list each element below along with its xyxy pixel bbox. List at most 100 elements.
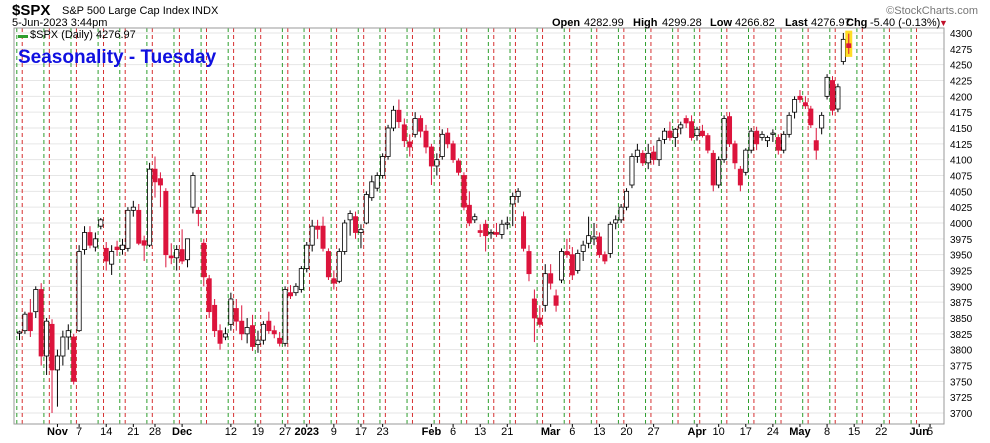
candle-up: [92, 238, 98, 248]
candle-up: [363, 194, 369, 224]
candle-down: [461, 175, 467, 208]
candle-down: [141, 240, 147, 246]
x-tick-label: Apr: [688, 426, 708, 438]
candle-down: [526, 251, 532, 275]
x-tick-label: 8: [824, 426, 830, 438]
candle-up: [304, 244, 310, 270]
y-tick-label: 4025: [950, 203, 973, 214]
quote-chg-value: -5.40 (-0.13%): [870, 17, 940, 29]
candle-down: [114, 246, 120, 250]
quote-open-value: 4282.99: [584, 17, 624, 29]
candle-down: [808, 108, 814, 126]
quote-last-label: Last: [785, 17, 808, 29]
candle-up: [743, 149, 749, 173]
candle-up: [412, 118, 418, 135]
candle-down: [277, 337, 283, 344]
candle-down: [689, 121, 695, 138]
candle-up: [44, 320, 50, 357]
legend-marker: ▬: [18, 30, 28, 41]
candle-down: [353, 216, 359, 233]
candle-down: [699, 130, 705, 137]
y-tick-label: 3925: [950, 267, 973, 278]
candle-up: [82, 232, 88, 251]
candle-down: [152, 168, 158, 183]
y-tick-label: 3975: [950, 235, 973, 246]
candle-up: [840, 38, 846, 62]
candle-down: [407, 141, 413, 148]
candle-down: [569, 254, 575, 276]
candle-down: [537, 317, 543, 325]
candle-down: [201, 242, 207, 278]
candle-up: [125, 209, 131, 249]
candle-up: [33, 289, 39, 313]
candle-up: [309, 225, 315, 246]
quote-high-label: High: [633, 17, 658, 29]
plot-frame: [13, 27, 945, 425]
candle-down: [71, 336, 77, 382]
y-tick-label: 4175: [950, 108, 973, 119]
candle-down: [802, 102, 808, 107]
candle-up: [174, 249, 180, 259]
x-tick-label: May: [789, 426, 811, 438]
quote-chg-label: Chg: [846, 17, 867, 29]
candle-up: [835, 86, 841, 110]
candle-up: [54, 355, 60, 371]
x-tick-label: Mar: [541, 426, 561, 438]
y-tick-label: 3900: [950, 282, 973, 293]
x-tick-label: 6: [450, 426, 456, 438]
x-tick-label: 2023: [295, 426, 319, 438]
candle-up: [613, 219, 619, 224]
candle-up: [781, 133, 787, 151]
y-tick-label: 3825: [950, 330, 973, 341]
candle-down: [813, 140, 819, 151]
candle-down: [195, 209, 201, 214]
candle-down: [483, 223, 489, 237]
y-axis-labels: 3700 3725 3750 3775 3800 3825 3850 3875 3900 3925…: [950, 29, 973, 420]
candle-up: [222, 333, 228, 338]
candle-up: [764, 137, 770, 142]
candle-down: [428, 146, 434, 167]
candle-up: [792, 99, 798, 113]
candle-down: [212, 304, 218, 332]
candle-up: [819, 114, 825, 129]
y-tick-label: 4050: [950, 187, 973, 198]
y-tick-label: 4075: [950, 172, 973, 183]
candle-down: [239, 320, 245, 335]
candle-up: [228, 298, 234, 325]
candle-down: [521, 216, 527, 249]
candle-down: [157, 178, 163, 186]
candle-up: [716, 159, 722, 186]
candle-up: [586, 235, 592, 244]
candle-up: [369, 181, 375, 199]
x-tick-label: 27: [648, 426, 660, 438]
x-tick-label: 27: [279, 426, 291, 438]
candle-up: [390, 109, 396, 129]
x-tick-label: 15: [848, 426, 860, 438]
candle-down: [250, 325, 256, 347]
candle-up: [298, 268, 304, 290]
candle-down: [754, 130, 760, 145]
x-tick-label: 14: [100, 426, 112, 438]
candle-down: [651, 151, 657, 161]
y-tick-label: 4150: [950, 124, 973, 135]
candle-up: [629, 156, 635, 186]
candle-down: [168, 255, 174, 259]
candle-up: [434, 159, 440, 167]
candle-down: [553, 295, 559, 306]
candle-up: [748, 130, 754, 151]
candle-down: [179, 249, 185, 262]
x-tick-label: 10: [713, 426, 725, 438]
candle-up: [499, 223, 505, 235]
y-tick-label: 3775: [950, 362, 973, 373]
candle-up: [374, 175, 380, 189]
seasonality-title: Seasonality - Tuesday: [18, 47, 217, 68]
y-tick-label: 4200: [950, 92, 973, 103]
candle-up: [336, 251, 342, 282]
candle-down: [683, 118, 689, 124]
candle-up: [672, 128, 678, 138]
candle-down: [667, 130, 673, 138]
candle-up: [678, 124, 684, 129]
quote-open-label: Open: [552, 17, 580, 29]
